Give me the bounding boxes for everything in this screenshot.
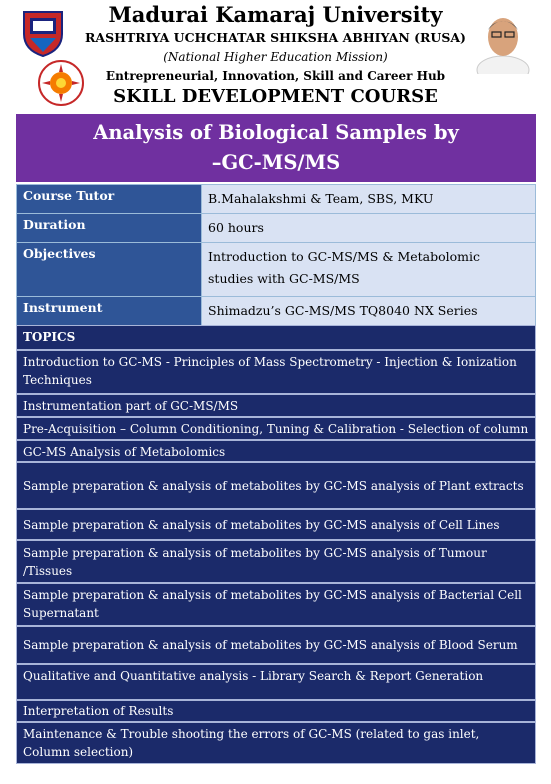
topic-row: Sample preparation & analysis of metabol… — [16, 626, 536, 664]
info-label: Instrument — [16, 296, 202, 326]
mku-logo-icon — [23, 11, 63, 58]
topic-row: Qualitative and Quantitative analysis - … — [16, 664, 536, 700]
info-value: 60 hours — [201, 213, 536, 243]
hub-name: Entrepreneurial, Innovation, Skill and C… — [105, 69, 446, 83]
info-row-duration: Duration 60 hours — [16, 213, 536, 243]
course-title-line-1: Analysis of Biological Samples by — [93, 121, 459, 144]
info-row-instrument: Instrument Shimadzu’s GC-MS/MS TQ8040 NX… — [16, 296, 536, 326]
info-label: Duration — [16, 213, 202, 243]
topic-row: Pre-Acquisition – Column Conditioning, T… — [16, 417, 536, 440]
topic-row: Sample preparation & analysis of metabol… — [16, 509, 536, 540]
portrait-icon — [476, 18, 530, 74]
topic-row: Sample preparation & analysis of metabol… — [16, 462, 536, 509]
topic-row: Instrumentation part of GC-MS/MS — [16, 394, 536, 417]
course-title-band: Analysis of Biological Samples by –GC-MS… — [16, 114, 536, 182]
topic-row: Sample preparation & analysis of metabol… — [16, 540, 536, 583]
topic-row: Interpretation of Results — [16, 700, 536, 722]
course-info-table: Course Tutor B.Mahalakshmi & Team, SBS, … — [16, 184, 536, 326]
info-row-tutor: Course Tutor B.Mahalakshmi & Team, SBS, … — [16, 184, 536, 214]
topic-row: Sample preparation & analysis of metabol… — [16, 583, 536, 626]
university-name: Madurai Kamaraj University — [108, 2, 443, 27]
topic-row: Maintenance & Trouble shooting the error… — [16, 722, 536, 764]
info-row-objectives: Objectives Introduction to GC-MS/MS & Me… — [16, 242, 536, 297]
info-label: Objectives — [16, 242, 202, 297]
rusa-logo-icon — [38, 60, 84, 106]
info-value: Introduction to GC-MS/MS & Metabolomic s… — [201, 242, 536, 297]
course-type: SKILL DEVELOPMENT COURSE — [113, 86, 438, 107]
topic-row: GC-MS Analysis of Metabolomics — [16, 440, 536, 462]
info-value: Shimadzu’s GC-MS/MS TQ8040 NX Series — [201, 296, 536, 326]
info-label: Course Tutor — [16, 184, 202, 214]
course-title-line-2: –GC-MS/MS — [211, 151, 341, 174]
topics-header: TOPICS — [16, 325, 536, 350]
info-value: B.Mahalakshmi & Team, SBS, MKU — [201, 184, 536, 214]
page-header: Madurai Kamaraj University RASHTRIYA UCH… — [0, 0, 551, 112]
topic-row: Introduction to GC-MS - Principles of Ma… — [16, 350, 536, 394]
rusa-title: RASHTRIYA UCHCHATAR SHIKSHA ABHIYAN (RUS… — [85, 30, 466, 45]
mission-subtitle: (National Higher Education Mission) — [163, 50, 388, 64]
